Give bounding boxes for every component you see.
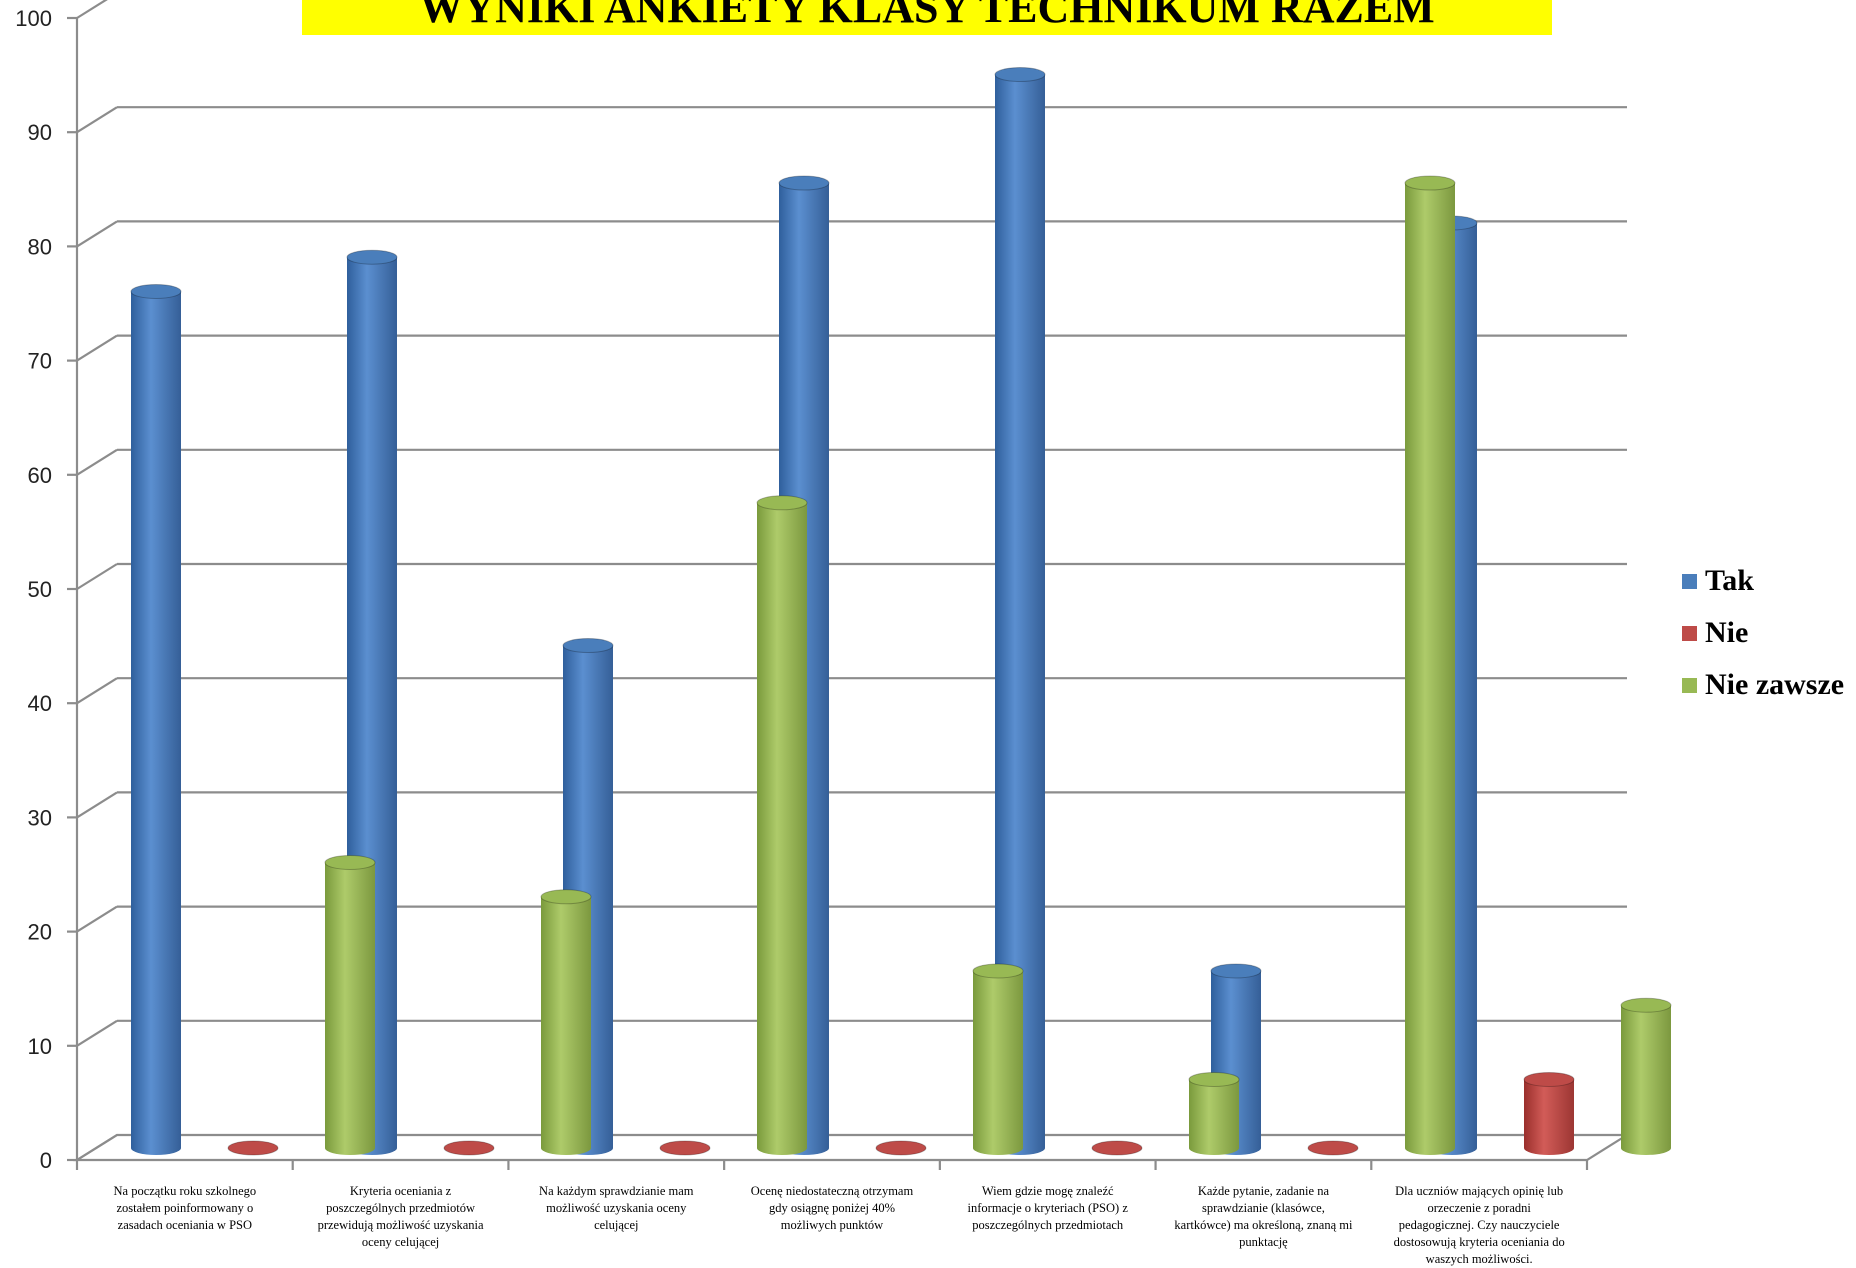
bar-nie-1 xyxy=(227,1140,279,1156)
gridlines xyxy=(76,0,1627,1161)
bar-nie-2 xyxy=(443,1140,495,1156)
side-wall-line xyxy=(76,448,118,476)
bar-nie-zawsze-3 xyxy=(756,495,808,1155)
x-category-label: Na początku roku szkolnego zostałem poin… xyxy=(113,1184,257,1232)
y-tick-label: 70 xyxy=(28,349,52,374)
legend-item: Nie zawsze xyxy=(1682,659,1844,711)
bar-nie-zawsze-6 xyxy=(1404,175,1456,1155)
bar-nie-4 xyxy=(875,1140,927,1156)
y-tick-label: 0 xyxy=(40,1148,52,1173)
y-tick-label: 40 xyxy=(28,691,52,716)
side-wall-line xyxy=(76,1019,118,1047)
chart-floor xyxy=(73,1133,1631,1162)
y-tick-label: 20 xyxy=(28,920,52,945)
bar-nie-6 xyxy=(1307,1140,1359,1156)
x-category-label: Na każdym sprawdzianie mam możliwość uzy… xyxy=(539,1184,694,1232)
side-wall-line xyxy=(76,563,118,590)
y-tick-label: 30 xyxy=(28,805,52,830)
x-category-label: Ocenę niedostateczną otrzymam gdy osiągn… xyxy=(750,1184,914,1232)
bar-nie-7 xyxy=(1523,1071,1575,1155)
legend: Tak Nie Nie zawsze xyxy=(1682,555,1844,711)
bars xyxy=(130,67,1672,1156)
x-category-label: Kryteria oceniania z poszczególnych prze… xyxy=(317,1184,484,1249)
chart-title: WYNIKI ANKIETY KLASY TECHNIKUM RAZEM xyxy=(419,0,1434,32)
y-tick-label: 80 xyxy=(28,234,52,259)
bar-nie-zawsze-4 xyxy=(972,963,1024,1155)
bar-nie-zawsze-1 xyxy=(324,855,376,1155)
side-wall-line xyxy=(76,677,118,705)
bar-tak-5 xyxy=(994,67,1046,1155)
bar-nie-zawsze-5 xyxy=(1188,1071,1240,1155)
side-wall-line xyxy=(76,334,118,362)
x-category-label: Każde pytanie, zadanie na sprawdzianie (… xyxy=(1174,1184,1353,1249)
y-tick-label: 60 xyxy=(28,463,52,488)
y-tick-labels: 0 10 20 30 40 50 60 70 80 90 100 xyxy=(15,6,52,1173)
axes xyxy=(67,16,1631,1170)
title-highlight xyxy=(302,0,1552,35)
legend-item: Nie xyxy=(1682,607,1844,659)
legend-label: Tak xyxy=(1705,564,1754,597)
legend-item: Tak xyxy=(1682,555,1844,607)
legend-swatch xyxy=(1682,625,1697,641)
bar-tak-1 xyxy=(130,284,182,1155)
y-tick-label: 10 xyxy=(28,1034,52,1059)
legend-swatch xyxy=(1682,573,1697,589)
side-wall-line xyxy=(76,791,118,819)
x-category-label: Dla uczniów mających opinię lub orzeczen… xyxy=(1393,1184,1565,1266)
side-wall-line xyxy=(76,0,108,19)
y-tick-label: 50 xyxy=(28,577,52,602)
x-category-label: Wiem gdzie mogę znaleźć informacje o kry… xyxy=(967,1184,1128,1232)
y-tick-label: 100 xyxy=(15,6,52,31)
side-wall-line xyxy=(76,220,118,248)
side-wall-line xyxy=(76,905,118,933)
legend-label: Nie xyxy=(1705,616,1749,649)
y-tick-label: 90 xyxy=(28,120,52,145)
bar-nie-5 xyxy=(1091,1140,1143,1156)
side-wall-line xyxy=(76,106,118,134)
legend-swatch xyxy=(1682,677,1697,693)
bar-nie-zawsze-2 xyxy=(540,889,592,1155)
bar-nie-3 xyxy=(659,1140,711,1156)
bar-nie-zawsze-7 xyxy=(1620,997,1672,1155)
legend-label: Nie zawsze xyxy=(1705,668,1845,701)
